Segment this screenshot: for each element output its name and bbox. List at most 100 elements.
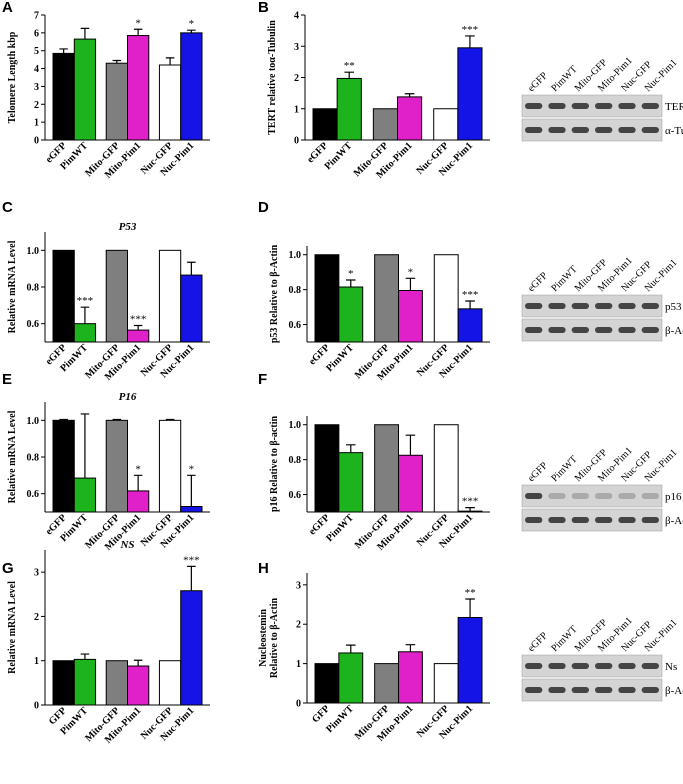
blot-band bbox=[548, 303, 566, 309]
bar bbox=[457, 510, 483, 513]
error-bar bbox=[80, 653, 90, 660]
blot-band bbox=[618, 103, 636, 109]
blot-band bbox=[618, 303, 636, 309]
blot-band bbox=[618, 327, 636, 333]
bar bbox=[397, 96, 423, 141]
y-tick-label: 0.6 bbox=[27, 489, 40, 500]
blot-band bbox=[525, 127, 543, 133]
blot-band bbox=[571, 103, 589, 109]
bar bbox=[398, 454, 423, 513]
y-axis-label: Relative mRNA Level bbox=[7, 581, 18, 674]
y-axis-label: Relative mRNA Level bbox=[7, 240, 18, 333]
significance: *** bbox=[462, 496, 479, 508]
error-bar bbox=[133, 659, 143, 667]
blot-row-label: p53 bbox=[665, 301, 682, 313]
error-bar bbox=[405, 434, 416, 456]
blot-band bbox=[641, 663, 659, 669]
blot-band bbox=[525, 517, 543, 523]
bar bbox=[105, 249, 129, 343]
blot-row-label: β-Actin bbox=[665, 515, 683, 527]
bar bbox=[457, 617, 483, 704]
blot-strip bbox=[521, 484, 663, 508]
bar bbox=[127, 35, 150, 141]
bar bbox=[52, 52, 75, 141]
blot-band bbox=[641, 517, 659, 523]
error-bar bbox=[133, 324, 143, 331]
y-axis-label: Relative mRNA Level bbox=[7, 410, 18, 503]
error-bar bbox=[133, 474, 143, 491]
error-bar bbox=[346, 279, 356, 288]
blot-band bbox=[525, 103, 543, 109]
y-tick-label: 0.6 bbox=[289, 490, 302, 501]
bar bbox=[433, 424, 459, 513]
y-tick-label: 0 bbox=[294, 136, 299, 147]
blot-band bbox=[571, 327, 589, 333]
error-bar bbox=[405, 644, 416, 652]
blot-row-label: TERT bbox=[665, 101, 683, 113]
y-tick-label: 3 bbox=[296, 580, 301, 591]
bar bbox=[374, 254, 399, 343]
error-bar bbox=[112, 418, 122, 421]
y-tick-label: 2 bbox=[296, 620, 301, 631]
bar bbox=[158, 660, 182, 706]
error-bar bbox=[187, 29, 196, 33]
panel-label: D bbox=[258, 199, 269, 216]
bar bbox=[73, 323, 97, 343]
significance: * bbox=[189, 463, 195, 475]
blot-band bbox=[595, 303, 613, 309]
bar bbox=[73, 38, 97, 141]
blot-row-label: Ns bbox=[665, 661, 677, 673]
y-tick-label: 0.8 bbox=[27, 453, 40, 464]
bar bbox=[374, 663, 399, 704]
bar bbox=[312, 108, 338, 141]
significance: ** bbox=[344, 60, 355, 72]
y-tick-label: 4 bbox=[294, 11, 299, 22]
blot-row-label: p16 bbox=[665, 491, 682, 503]
significance: * bbox=[135, 17, 141, 29]
blot-band bbox=[525, 327, 543, 333]
blot-band bbox=[641, 493, 659, 499]
panel-label: E bbox=[2, 371, 12, 388]
bar bbox=[314, 424, 340, 513]
x-tick-label: PimWT bbox=[324, 342, 356, 374]
chart-title: P16 bbox=[119, 391, 137, 403]
blot-band bbox=[641, 687, 659, 693]
error-bar bbox=[187, 565, 196, 591]
blot-band bbox=[641, 127, 659, 133]
bar bbox=[398, 651, 423, 704]
y-tick-label: 4 bbox=[34, 64, 39, 75]
bar bbox=[52, 249, 75, 343]
bar bbox=[457, 47, 483, 141]
y-tick-label: 0.8 bbox=[289, 455, 302, 466]
error-bar bbox=[165, 418, 175, 421]
error-bar bbox=[165, 57, 175, 65]
significance: *** bbox=[77, 295, 94, 307]
blot-band bbox=[595, 127, 613, 133]
bar bbox=[433, 663, 459, 704]
y-tick-label: 3 bbox=[294, 42, 299, 53]
bar bbox=[457, 308, 483, 343]
blot-band bbox=[525, 303, 543, 309]
bar bbox=[180, 506, 203, 513]
error-bar bbox=[404, 93, 415, 97]
y-tick-label: 0.6 bbox=[289, 320, 302, 331]
y-tick-label: 3 bbox=[34, 82, 39, 93]
error-bar bbox=[405, 277, 416, 291]
y-tick-label: 1 bbox=[296, 659, 301, 670]
blot-band bbox=[548, 103, 566, 109]
error-bar bbox=[187, 474, 196, 507]
panel-label: F bbox=[258, 371, 267, 388]
y-tick-label: 2 bbox=[34, 612, 39, 623]
x-tick-label: PimWT bbox=[324, 703, 356, 735]
blot-band bbox=[618, 517, 636, 523]
bar bbox=[52, 419, 75, 513]
significance: * bbox=[135, 463, 141, 475]
bar bbox=[158, 419, 182, 513]
y-tick-label: 0 bbox=[296, 699, 301, 710]
error-bar bbox=[112, 59, 122, 64]
panel-label: H bbox=[258, 560, 269, 577]
y-axis-label: TERT relative toα-Tubulin bbox=[267, 20, 278, 135]
blot-band bbox=[548, 327, 566, 333]
blot-lane-label: eGFP bbox=[526, 630, 550, 654]
